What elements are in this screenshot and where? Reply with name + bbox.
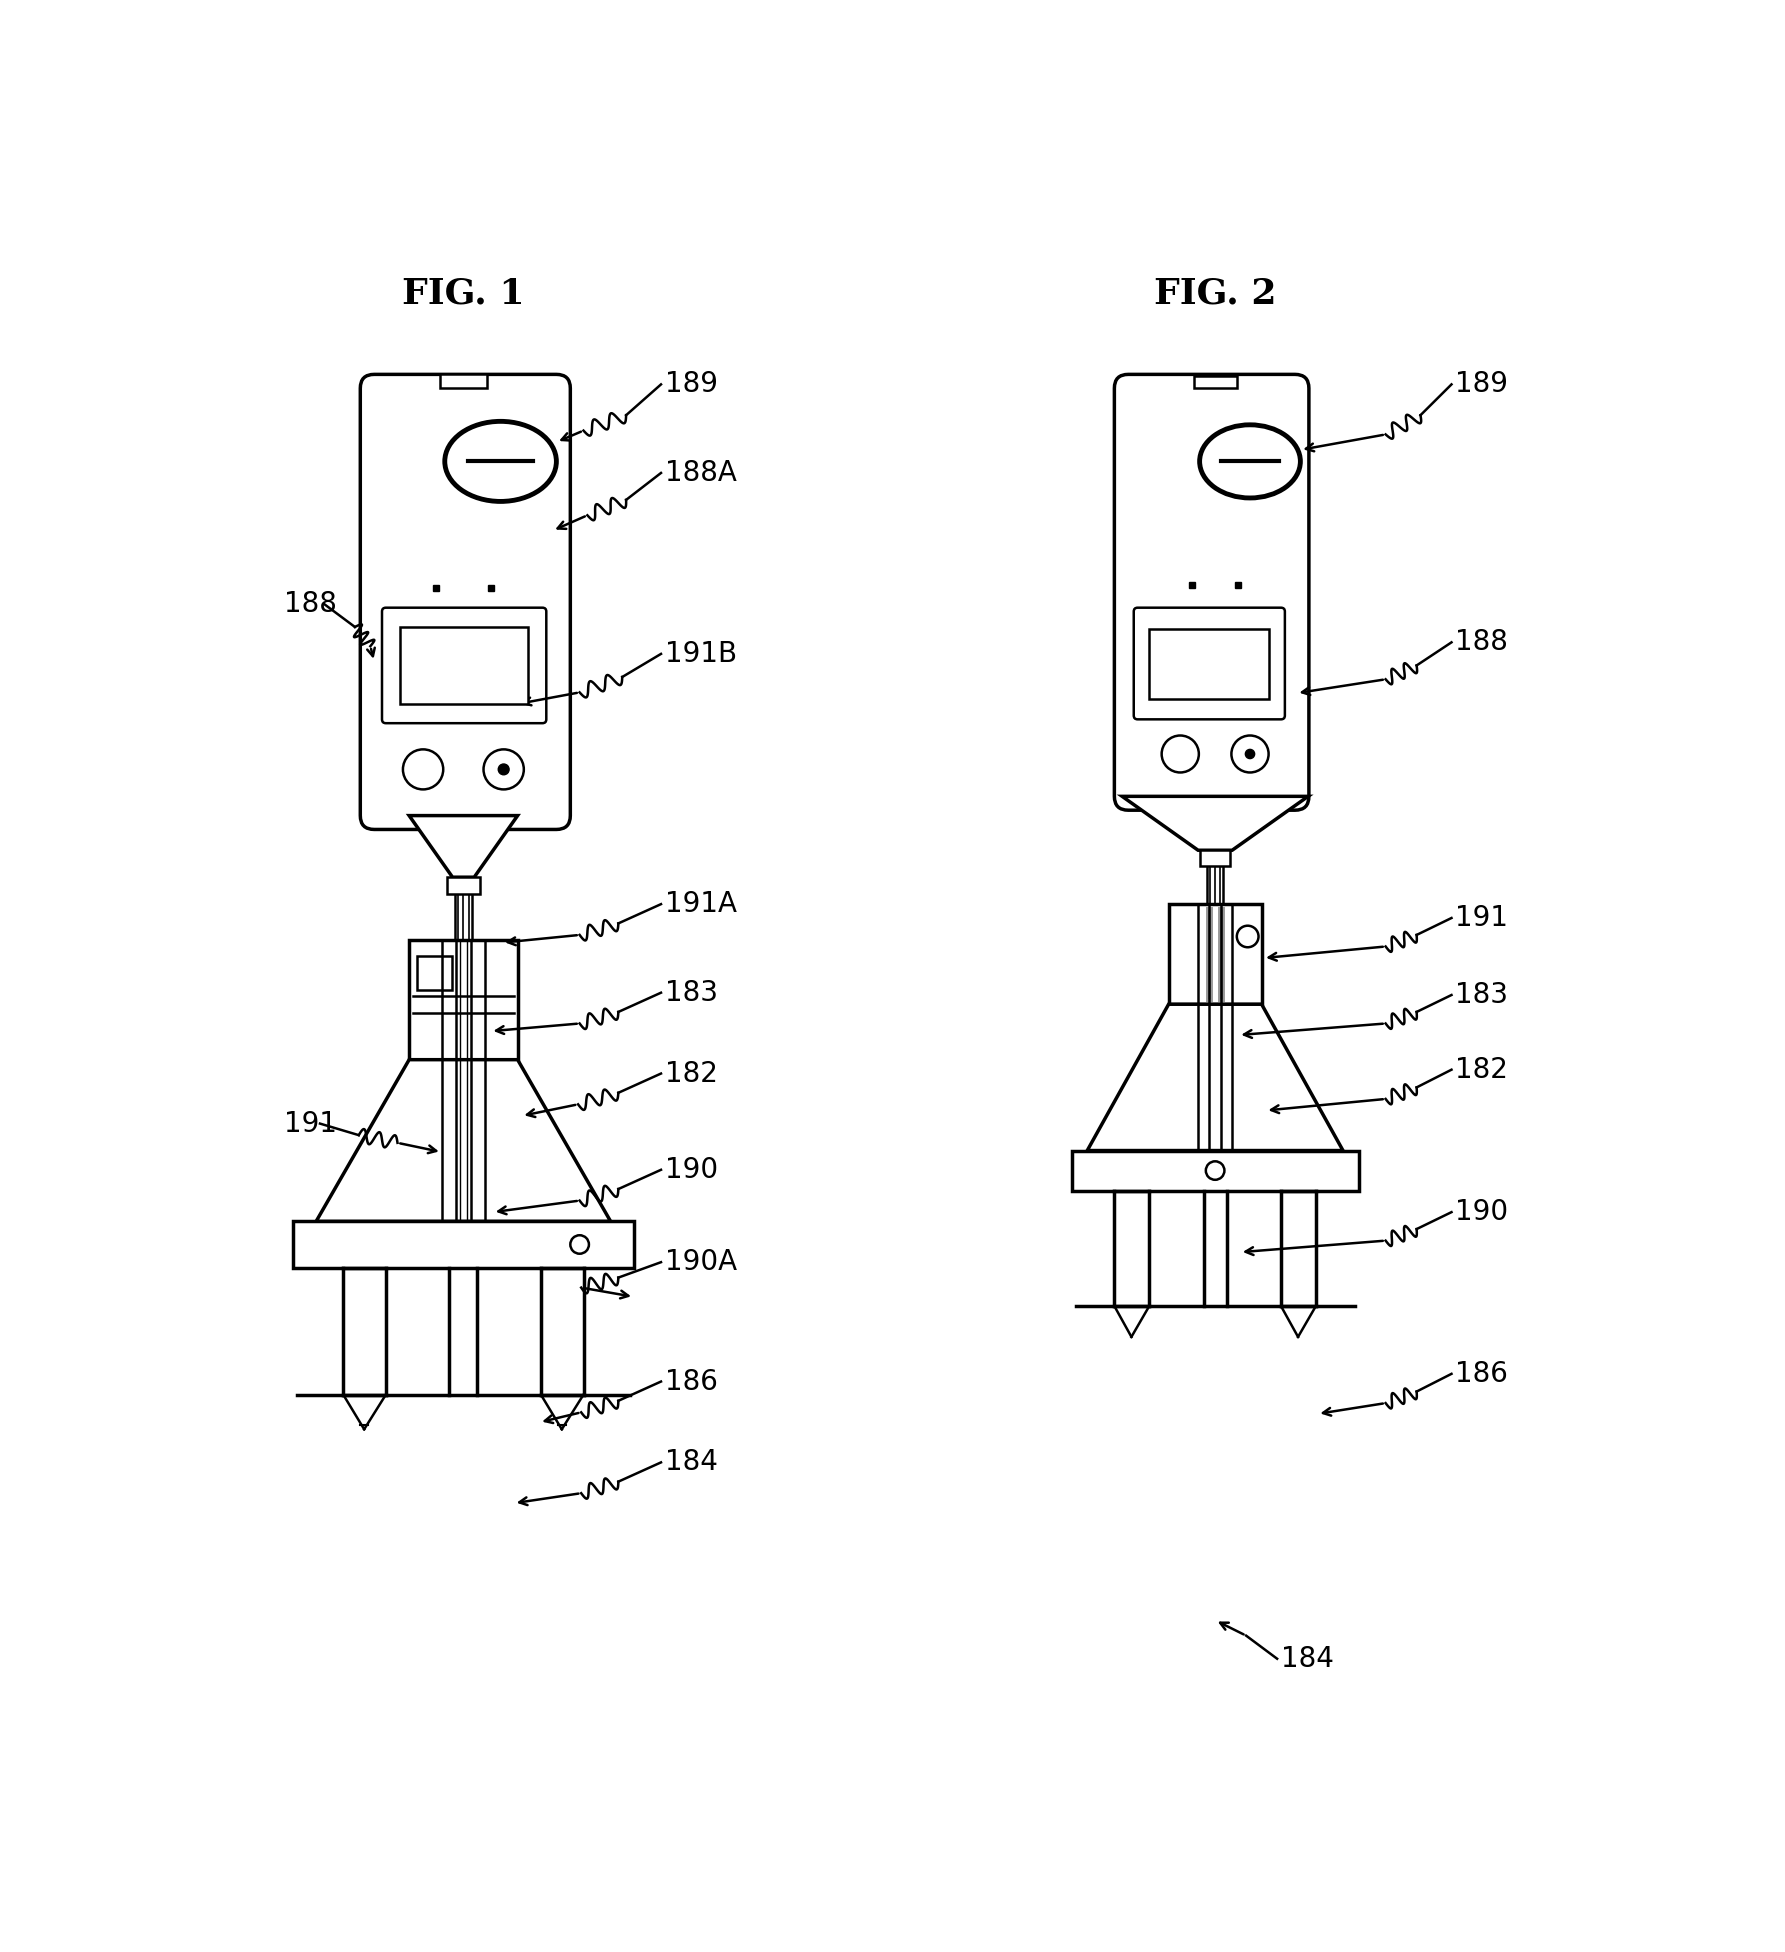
- Circle shape: [403, 750, 443, 789]
- Text: 188: 188: [1455, 629, 1508, 656]
- FancyBboxPatch shape: [382, 607, 546, 722]
- Text: FIG. 1: FIG. 1: [402, 277, 525, 310]
- Text: 190: 190: [664, 1156, 718, 1183]
- Text: 183: 183: [1455, 982, 1508, 1009]
- FancyBboxPatch shape: [1114, 375, 1308, 810]
- FancyBboxPatch shape: [361, 375, 571, 830]
- Bar: [418, 956, 452, 990]
- Polygon shape: [1123, 796, 1308, 851]
- Ellipse shape: [444, 422, 557, 502]
- Text: 191: 191: [284, 1109, 337, 1138]
- Circle shape: [571, 1236, 589, 1253]
- Text: 188: 188: [284, 590, 336, 619]
- Polygon shape: [316, 1060, 610, 1222]
- Text: 189: 189: [1455, 371, 1508, 398]
- Circle shape: [1246, 750, 1255, 759]
- Text: 184: 184: [1282, 1646, 1333, 1673]
- FancyBboxPatch shape: [1133, 607, 1285, 720]
- Text: 182: 182: [664, 1060, 718, 1087]
- Circle shape: [1207, 1161, 1225, 1179]
- Text: 182: 182: [1455, 1056, 1508, 1083]
- Bar: [400, 627, 528, 705]
- Text: 191A: 191A: [664, 890, 737, 917]
- Text: 186: 186: [1455, 1361, 1508, 1388]
- Circle shape: [1237, 925, 1258, 947]
- Bar: [293, 1222, 634, 1267]
- Text: 191B: 191B: [664, 640, 737, 668]
- Text: 190A: 190A: [664, 1247, 737, 1277]
- Text: 189: 189: [664, 371, 718, 398]
- Bar: [446, 876, 480, 894]
- Bar: [1200, 851, 1230, 865]
- Circle shape: [1162, 736, 1200, 773]
- Bar: [1194, 377, 1237, 388]
- Text: 184: 184: [664, 1448, 718, 1476]
- Circle shape: [1232, 736, 1269, 773]
- Ellipse shape: [1200, 426, 1301, 498]
- Bar: [409, 941, 518, 1060]
- Bar: [1150, 629, 1269, 699]
- Polygon shape: [409, 816, 518, 876]
- Text: 186: 186: [664, 1368, 718, 1396]
- Circle shape: [484, 750, 523, 789]
- Circle shape: [498, 763, 509, 775]
- Text: FIG. 2: FIG. 2: [1153, 277, 1276, 310]
- Text: 188A: 188A: [664, 459, 737, 486]
- Bar: [1071, 1150, 1358, 1191]
- Text: 183: 183: [664, 978, 718, 1007]
- Text: 190: 190: [1455, 1199, 1508, 1226]
- Text: 191: 191: [1455, 904, 1508, 931]
- Polygon shape: [1087, 1003, 1342, 1150]
- Bar: [441, 375, 487, 388]
- Bar: [1169, 904, 1262, 1003]
